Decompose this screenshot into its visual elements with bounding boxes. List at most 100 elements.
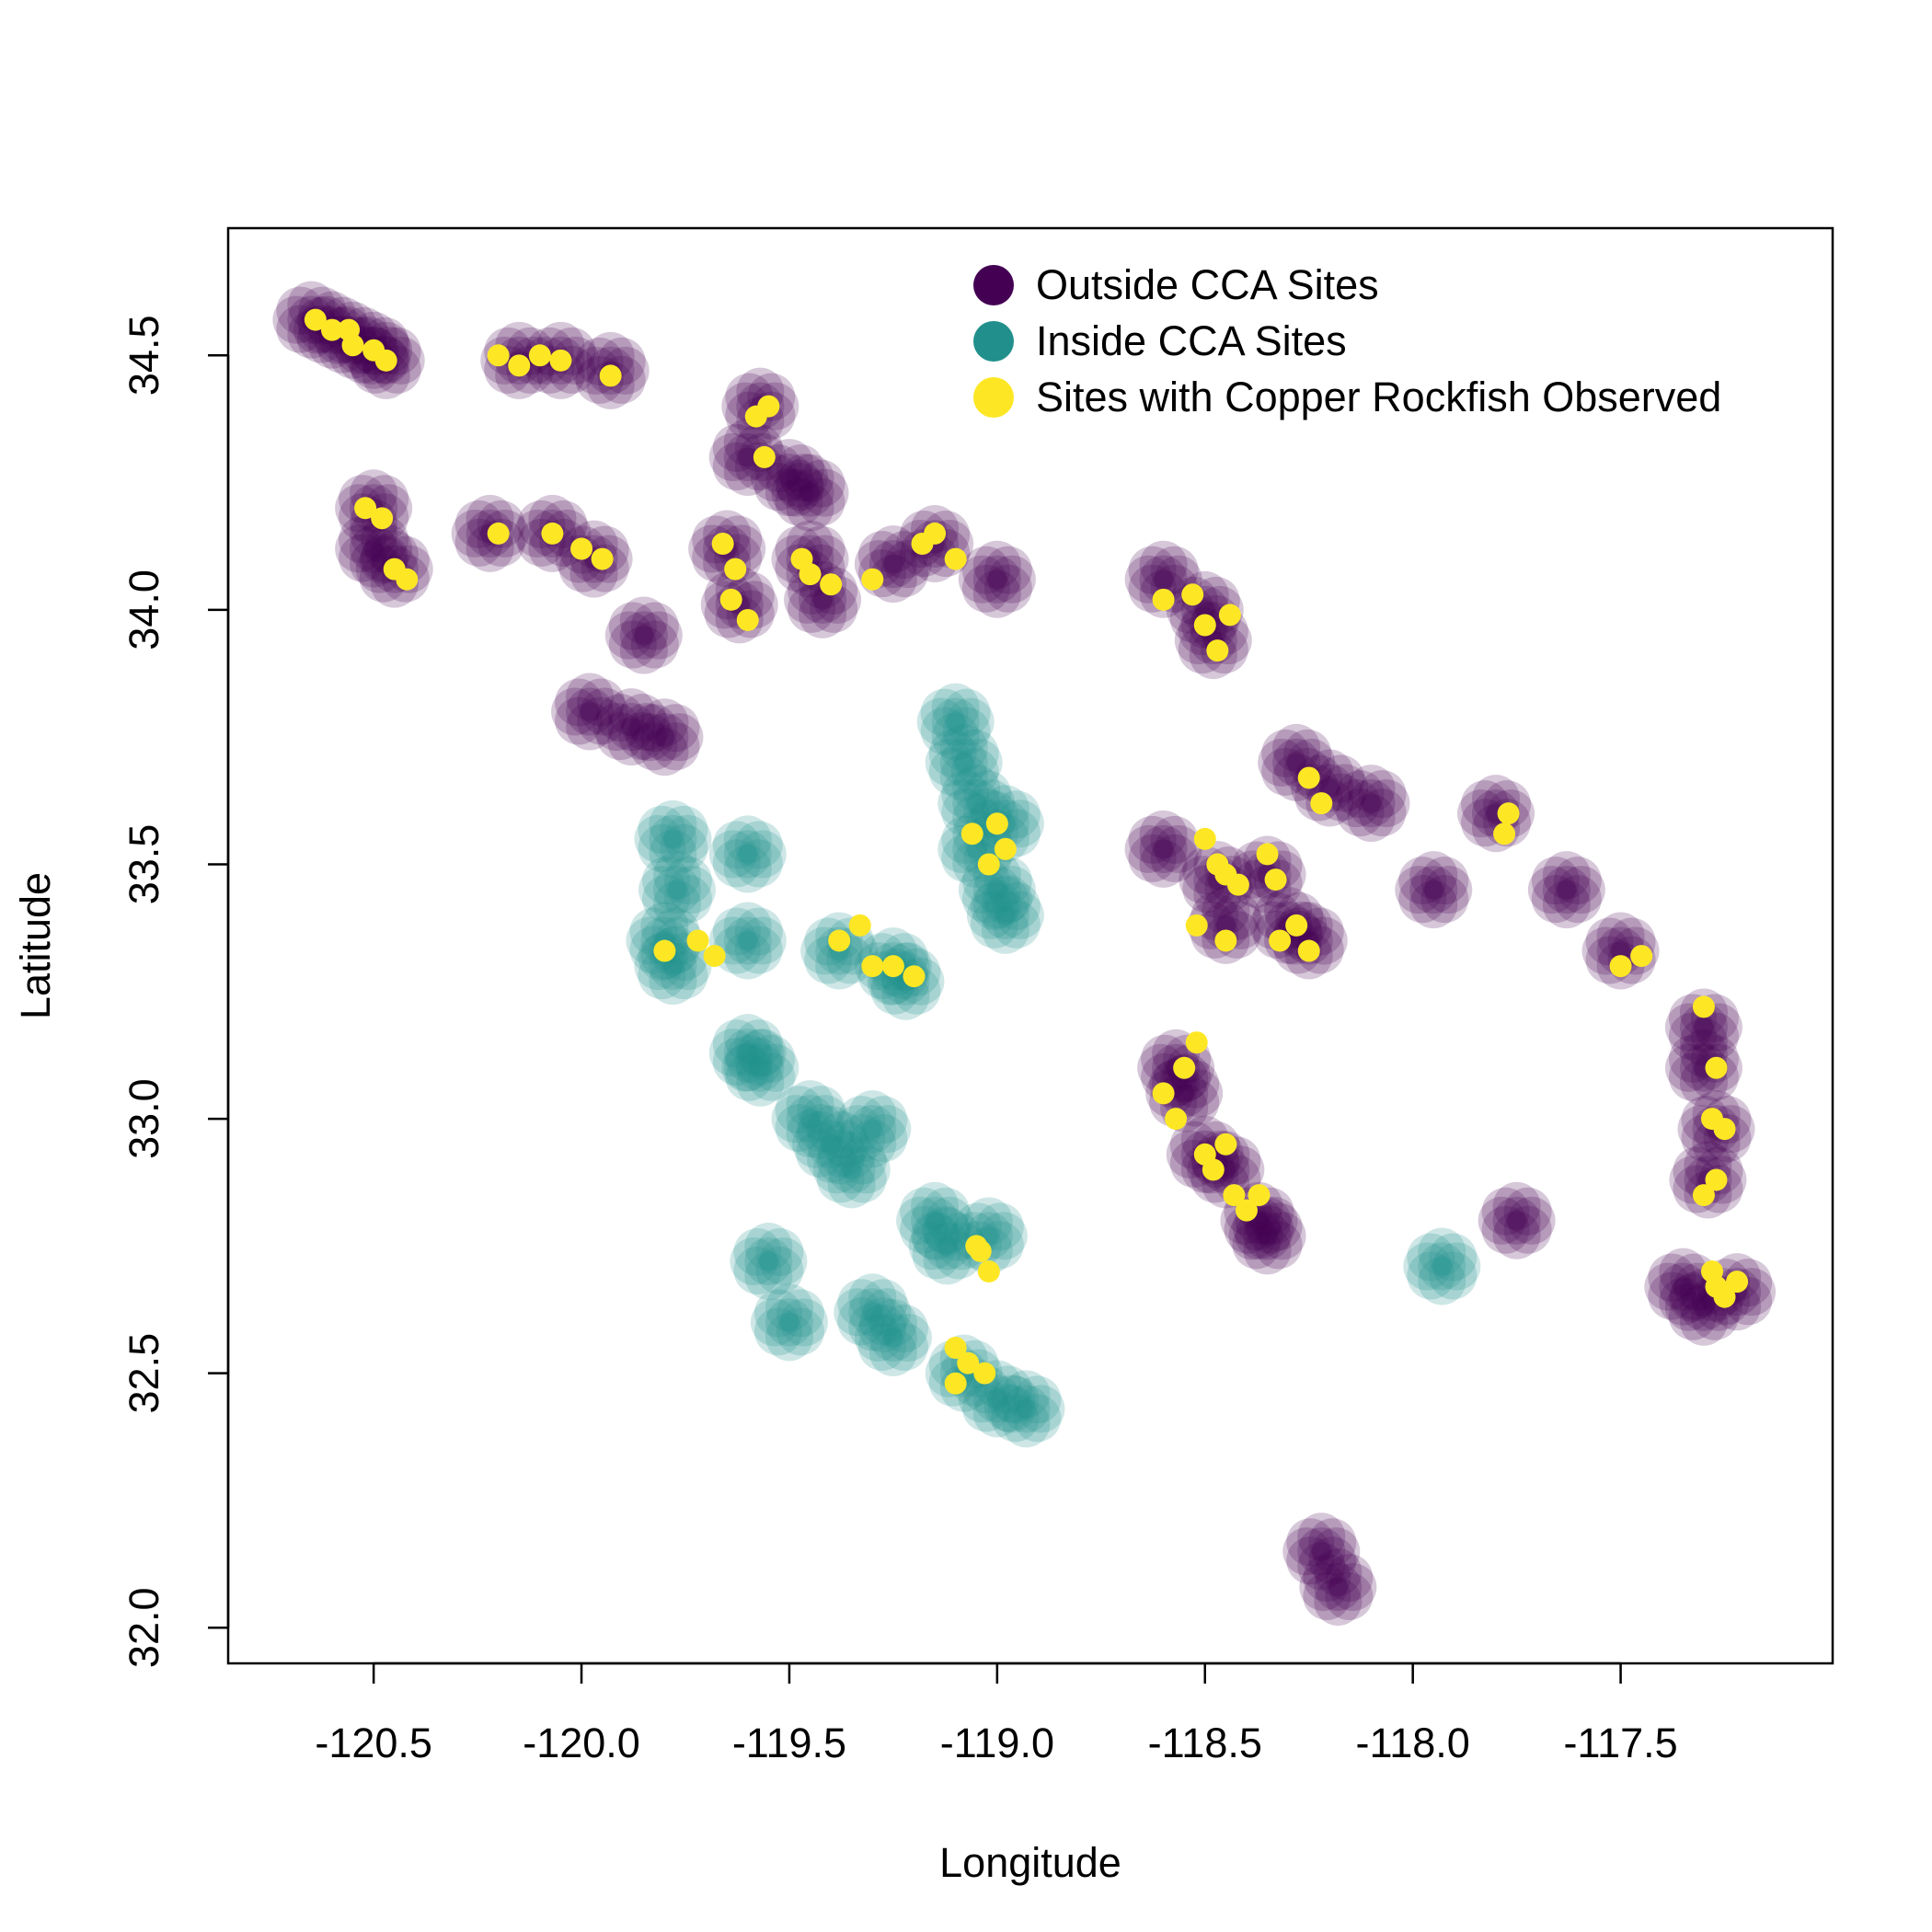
point-1-27-2 xyxy=(859,1279,908,1328)
point-1-27-8 xyxy=(863,1288,912,1337)
point-0-31-3 xyxy=(629,722,678,771)
point-1-6-8 xyxy=(995,891,1044,939)
point-1-12-6 xyxy=(723,931,772,980)
point-0-53-0 xyxy=(1679,1043,1728,1092)
point-0-37-2 xyxy=(1553,857,1602,905)
point-0-21-6 xyxy=(799,590,847,638)
point-1-23-1 xyxy=(912,1213,960,1261)
point-2-24 xyxy=(719,588,742,611)
point-1-11-0 xyxy=(723,830,772,879)
point-0-29-0 xyxy=(566,687,615,736)
point-2-53 xyxy=(653,939,676,962)
point-1-16-4 xyxy=(734,1038,783,1087)
point-0-56-7 xyxy=(1644,1262,1693,1311)
point-1-12-5 xyxy=(723,902,772,950)
point-1-30-6 xyxy=(972,1389,1021,1438)
point-1-1-5 xyxy=(939,723,988,772)
point-0-37-8 xyxy=(1557,866,1605,914)
points-layer xyxy=(272,281,1777,1627)
point-0-33-8 xyxy=(1320,764,1369,812)
point-0-16-6 xyxy=(528,523,577,572)
point-0-56-1 xyxy=(1648,1253,1696,1302)
point-1-22-7 xyxy=(896,1196,945,1245)
point-1-31-6 xyxy=(1002,1399,1051,1448)
point-0-24-5 xyxy=(972,540,1021,589)
point-0-53-7 xyxy=(1664,1043,1713,1092)
point-1-11-6 xyxy=(723,845,772,893)
point-1-17-0 xyxy=(736,1043,785,1092)
point-1-5-6 xyxy=(972,880,1021,929)
point-2-67 xyxy=(1185,1031,1208,1054)
point-0-36-4 xyxy=(1420,875,1469,924)
point-1-31-1 xyxy=(991,1375,1040,1424)
point-0-31-6 xyxy=(640,728,689,776)
point-0-30-5 xyxy=(607,688,656,737)
point-0-51-3 xyxy=(1481,1205,1530,1254)
point-0-34-2 xyxy=(1358,770,1407,819)
point-1-20-8 xyxy=(842,1145,891,1194)
y-tick-label-4: 34.0 xyxy=(121,569,167,650)
point-0-21-3 xyxy=(788,584,836,633)
point-1-19-0 xyxy=(807,1120,856,1168)
point-1-23-6 xyxy=(923,1236,972,1285)
point-0-38-5 xyxy=(1596,912,1645,960)
point-1-20-6 xyxy=(827,1160,876,1209)
point-0-10-5 xyxy=(765,439,813,488)
point-2-79 xyxy=(957,1351,980,1374)
point-0-22-5 xyxy=(868,525,917,574)
point-1-20-3 xyxy=(816,1155,865,1203)
point-0-39-8 xyxy=(1154,824,1202,873)
point-0-6-8 xyxy=(551,336,600,385)
point-0-24-1 xyxy=(961,546,1010,594)
point-1-20-4 xyxy=(838,1155,887,1203)
point-1-27-4 xyxy=(859,1297,908,1346)
point-1-0-1 xyxy=(920,688,969,737)
point-0-41-2 xyxy=(1213,891,1261,940)
point-1-8-8 xyxy=(667,866,716,914)
point-1-24-5 xyxy=(964,1197,1013,1246)
point-1-1-7 xyxy=(925,738,973,787)
legend-label-2: Sites with Copper Rockfish Observed xyxy=(1036,374,1721,420)
point-0-30-1 xyxy=(596,694,645,742)
x-tick-label-4: -118.5 xyxy=(1148,1719,1262,1766)
point-2-89 xyxy=(1713,1285,1736,1308)
point-0-49-6 xyxy=(1235,1211,1283,1259)
point-0-34-3 xyxy=(1336,788,1385,837)
point-1-32-6 xyxy=(1418,1257,1466,1305)
point-2-61 xyxy=(960,822,983,845)
point-2-20 xyxy=(570,537,593,560)
point-1-22-0 xyxy=(911,1196,960,1245)
point-2-65 xyxy=(1152,1082,1175,1105)
point-2-17 xyxy=(396,568,419,591)
point-1-7-4 xyxy=(660,823,708,872)
point-1-28-6 xyxy=(868,1328,917,1376)
point-1-5-0 xyxy=(972,866,1021,914)
point-0-27-3 xyxy=(1178,626,1226,674)
point-1-31-5 xyxy=(1002,1370,1051,1419)
point-0-59-1 xyxy=(1286,1518,1335,1567)
point-1-19-5 xyxy=(807,1105,856,1154)
y-tick-label-3: 33.5 xyxy=(121,824,167,905)
point-0-32-2 xyxy=(1283,729,1332,777)
point-0-10-3 xyxy=(753,463,802,512)
point-1-7-1 xyxy=(638,805,686,854)
point-1-0-4 xyxy=(942,707,991,755)
point-2-19 xyxy=(541,522,564,545)
point-1-30-1 xyxy=(961,1365,1010,1414)
point-0-36-1 xyxy=(1398,857,1447,905)
point-1-26-3 xyxy=(753,1307,802,1356)
point-0-59-7 xyxy=(1282,1527,1331,1576)
point-0-11-4 xyxy=(797,477,845,526)
point-1-11-2 xyxy=(734,821,783,869)
point-2-33 xyxy=(1152,588,1175,611)
point-1-20-5 xyxy=(827,1131,876,1179)
point-2-36 xyxy=(1206,639,1229,662)
point-0-30-0 xyxy=(607,703,656,752)
point-2-76 xyxy=(977,1260,1000,1283)
point-0-50-4 xyxy=(1254,1221,1303,1270)
point-0-57-3 xyxy=(1668,1292,1717,1340)
point-0-51-0 xyxy=(1492,1196,1541,1245)
point-1-17-6 xyxy=(736,1058,785,1107)
point-1-17-4 xyxy=(747,1052,796,1101)
point-1-6-4 xyxy=(992,900,1041,949)
